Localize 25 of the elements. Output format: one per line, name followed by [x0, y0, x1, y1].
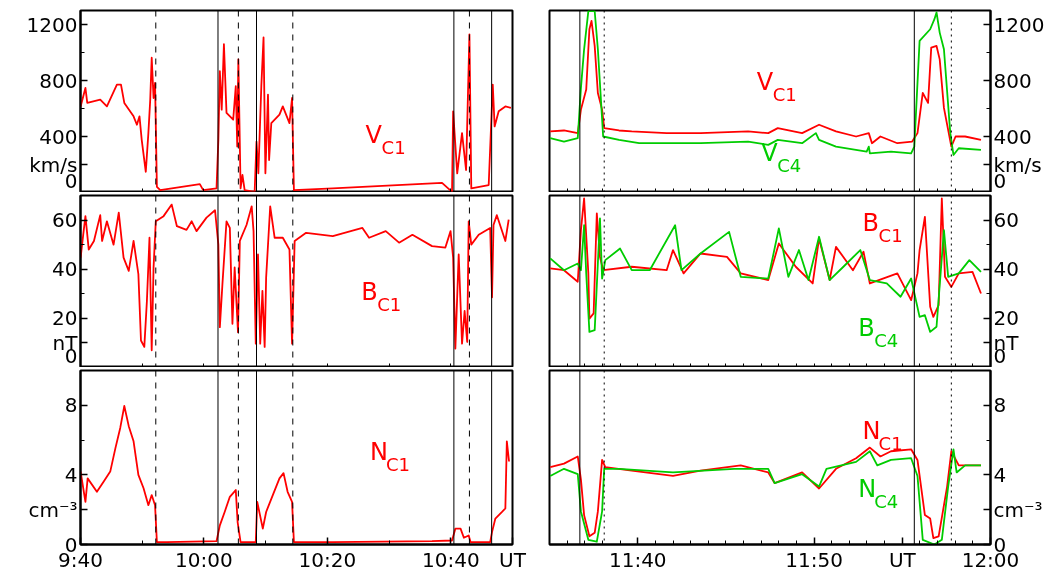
- y-tick-label: 4: [993, 462, 1007, 487]
- y-tick-label: 8: [64, 393, 78, 418]
- y-tick-label: 1200: [26, 12, 78, 37]
- y-tick-label: 1200: [993, 12, 1045, 37]
- x-tick-label: UT: [499, 547, 527, 572]
- y-tick-label: cm⁻³: [993, 497, 1043, 522]
- y-tick-label: 40: [52, 257, 78, 282]
- y-tick-label: 800: [993, 68, 1032, 93]
- x-tick-label: 10:00: [175, 547, 233, 572]
- y-tick-label: 20: [993, 306, 1019, 331]
- y-tick-label: 400: [993, 124, 1032, 149]
- y-tick-label: cm⁻³: [28, 497, 78, 522]
- y-tick-label: 800: [39, 68, 78, 93]
- y-tick-label: 60: [52, 208, 78, 233]
- y-tick-label: 40: [993, 257, 1019, 282]
- x-tick-label: 11:50: [785, 547, 843, 572]
- x-tick-label: 10:20: [298, 547, 357, 572]
- y-tick-label: 20: [52, 306, 78, 331]
- x-tick-label: 10:40: [421, 547, 480, 572]
- y-tick-label: 60: [993, 208, 1019, 233]
- x-tick-label: 11:40: [608, 547, 667, 572]
- y-tick-label: 4: [64, 462, 78, 487]
- y-tick-label: 400: [39, 124, 78, 149]
- y-tick-label: 8: [993, 393, 1007, 418]
- x-tick-label: UT: [888, 547, 917, 572]
